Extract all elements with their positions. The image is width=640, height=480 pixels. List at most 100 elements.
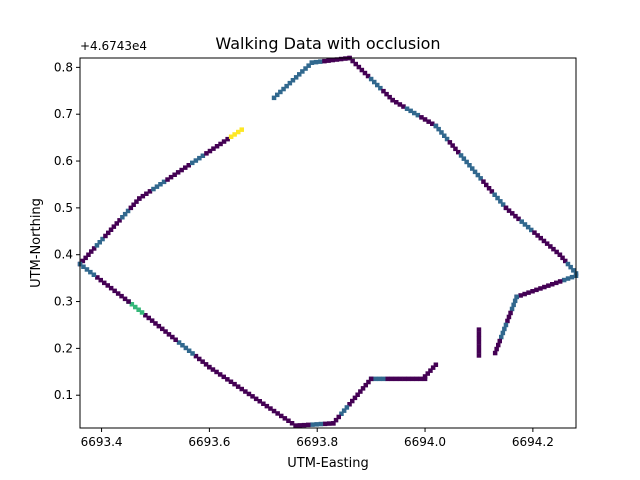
heatmap-cell	[158, 182, 163, 187]
y-tick-label: 0.2	[54, 341, 73, 355]
heatmap-cell	[439, 130, 444, 135]
heatmap-cell	[535, 233, 540, 238]
heatmap-cell	[497, 338, 502, 344]
heatmap-cell	[422, 374, 428, 379]
heatmap-cell	[363, 382, 368, 388]
heatmap-cell	[186, 348, 192, 353]
heatmap-cell	[225, 136, 230, 142]
heatmap-cell	[239, 386, 244, 392]
heatmap-cell	[210, 367, 216, 372]
heatmap-cell	[476, 340, 482, 345]
x-tick-label: 6693.4	[81, 435, 123, 449]
heatmap-cell	[297, 72, 302, 77]
heatmap-cell	[344, 405, 350, 410]
heatmap-cell	[563, 258, 568, 264]
heatmap-cell	[393, 376, 399, 382]
heatmap-cell	[503, 205, 509, 211]
heatmap-cell	[83, 255, 88, 261]
heatmap-cell	[397, 376, 403, 382]
heatmap-cell	[422, 117, 428, 122]
heatmap-cell	[404, 106, 410, 111]
heatmap-cell	[326, 58, 331, 63]
heatmap-cell	[106, 230, 111, 236]
heatmap-cell	[246, 391, 252, 397]
heatmap-cell	[228, 379, 234, 384]
heatmap-cell	[476, 331, 482, 337]
heatmap-cell	[338, 56, 344, 62]
heatmap-cell	[193, 158, 199, 163]
heatmap-cell	[526, 290, 531, 295]
heatmap-cell	[133, 304, 138, 310]
heatmap-cell	[470, 166, 475, 171]
heatmap-cell	[214, 369, 219, 375]
heatmap-cell	[95, 275, 100, 280]
heatmap-cell	[217, 372, 223, 377]
heatmap-cell	[484, 182, 489, 188]
heatmap-cell	[207, 148, 213, 154]
heatmap-cell	[232, 381, 237, 387]
heatmap-cell	[550, 282, 555, 287]
heatmap-cell	[282, 416, 288, 421]
heatmap-cell	[410, 376, 415, 382]
heatmap-cell	[506, 208, 512, 213]
heatmap-cell	[433, 362, 439, 367]
heatmap-cell	[86, 252, 91, 257]
heatmap-cell	[489, 189, 495, 194]
heatmap-cell	[103, 233, 108, 239]
heatmap-cell	[293, 423, 298, 428]
heatmap-cell	[366, 379, 371, 385]
heatmap-cell	[472, 169, 478, 175]
heatmap-cell	[108, 285, 114, 291]
heatmap-cell	[204, 151, 209, 156]
heatmap-cell	[541, 238, 547, 244]
heatmap-cell	[183, 165, 188, 170]
heatmap-cell	[492, 192, 497, 197]
y-tick-label: 0.4	[54, 248, 73, 262]
heatmap-cell	[377, 376, 382, 382]
x-tick-label: 6694.2	[512, 435, 554, 449]
heatmap-cell	[505, 318, 510, 324]
heatmap-cell	[534, 287, 539, 293]
y-tick-label: 0.5	[54, 201, 73, 215]
heatmap-cell	[293, 75, 299, 80]
heatmap-cell	[271, 408, 277, 414]
heatmap-cell	[548, 244, 553, 249]
y-tick-label: 0.7	[54, 107, 73, 121]
heatmap-cell	[322, 58, 327, 64]
heatmap-cell	[506, 314, 512, 320]
heatmap-cell	[494, 346, 499, 352]
heatmap-cell	[500, 202, 506, 207]
heatmap-cell	[131, 202, 136, 207]
heatmap-cell	[144, 191, 149, 196]
heatmap-cell	[350, 58, 355, 64]
heatmap-cell	[514, 294, 519, 300]
heatmap-cell	[151, 186, 156, 192]
heatmap-cell	[336, 414, 341, 420]
heatmap-cell	[544, 241, 550, 246]
heatmap-cell	[442, 133, 447, 138]
heatmap-cell	[287, 80, 293, 86]
heatmap-cell	[126, 299, 131, 304]
heatmap-cell	[310, 422, 315, 427]
heatmap-cell	[571, 268, 576, 273]
heatmap-cell	[190, 160, 195, 166]
heatmap-cell	[557, 252, 563, 257]
heatmap-cell	[356, 64, 362, 70]
heatmap-cell	[161, 179, 167, 185]
heatmap-cell	[516, 216, 521, 222]
heatmap-cell	[250, 394, 255, 399]
heatmap-cell	[179, 167, 184, 173]
heatmap-cell	[530, 289, 535, 294]
heatmap-cell	[415, 112, 421, 118]
y-tick-label: 0.8	[54, 60, 73, 74]
heatmap-cell	[221, 374, 226, 380]
heatmap-cell	[486, 186, 492, 191]
heatmap-cell	[300, 69, 305, 74]
heatmap-cell	[422, 376, 428, 382]
heatmap-cell	[381, 376, 386, 382]
heatmap-cell	[502, 326, 507, 332]
heatmap-cell	[306, 63, 311, 68]
heatmap-cell	[532, 230, 537, 235]
heatmap-cell	[385, 376, 390, 382]
heatmap-cell	[183, 345, 189, 351]
